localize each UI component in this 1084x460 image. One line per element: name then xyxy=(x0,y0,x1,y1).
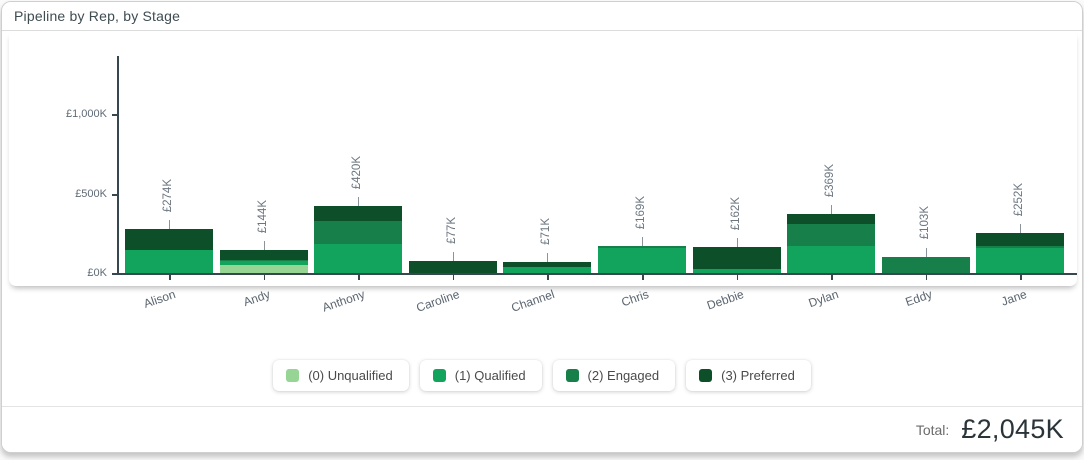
x-axis-label: Anthony xyxy=(320,287,367,315)
legend-label: (1) Qualified xyxy=(454,368,526,383)
bar-segment[interactable] xyxy=(314,243,403,273)
bar-segment[interactable] xyxy=(219,265,308,273)
bar-segment[interactable] xyxy=(408,260,497,273)
bar-segment[interactable] xyxy=(787,214,876,224)
x-axis-tick-mark xyxy=(547,275,549,280)
x-axis-tick-mark xyxy=(169,275,171,280)
legend: (0) Unqualified (1) Qualified (2) Engaged (… xyxy=(2,360,1082,391)
bar-value-label: £420K xyxy=(351,155,364,190)
legend-label: (3) Preferred xyxy=(721,368,795,383)
bar-value-label: £144K xyxy=(256,199,269,234)
bar-value-connector xyxy=(452,251,454,261)
legend-item[interactable]: (2) Engaged xyxy=(552,360,676,391)
bar-value-connector xyxy=(736,238,738,248)
bar-segment[interactable] xyxy=(314,220,403,244)
bar-value-label: £162K xyxy=(729,196,742,231)
bar-segment[interactable] xyxy=(976,245,1065,249)
bar-segment[interactable] xyxy=(692,247,781,270)
bar-value-label: £103K xyxy=(918,206,931,240)
x-axis-label: Channel xyxy=(509,287,556,315)
x-axis-tick-mark xyxy=(1020,275,1022,280)
bar-value-connector xyxy=(831,205,833,215)
bar-segment[interactable] xyxy=(881,256,970,273)
bar-value-label: £252K xyxy=(1013,182,1026,216)
bar-segment[interactable] xyxy=(314,206,403,221)
y-axis-tick-label: £1,000K xyxy=(66,108,107,120)
legend-label: (0) Unqualified xyxy=(308,368,393,383)
x-axis-tick-mark xyxy=(831,275,833,280)
x-axis-tick-mark xyxy=(925,275,928,280)
total-label: Total: xyxy=(915,421,950,438)
plot-area: £0K £500K £1,000K £274K Alison £144K Andy £420K… xyxy=(9,32,1077,315)
legend-swatch xyxy=(286,369,300,382)
legend-item[interactable]: (1) Qualified xyxy=(419,360,542,391)
y-axis-tick-label: £0K xyxy=(87,267,107,279)
bar-value-connector xyxy=(547,252,549,262)
chart-title: Pipeline by Rep, by Stage xyxy=(14,8,181,24)
legend-item[interactable]: (0) Unqualified xyxy=(273,360,409,391)
x-axis-label: Alison xyxy=(142,287,178,311)
bar-segment[interactable] xyxy=(598,246,686,249)
total-value: £2,045K xyxy=(961,414,1064,444)
bar-segment[interactable] xyxy=(976,232,1065,246)
x-axis-label: Jane xyxy=(999,287,1029,309)
bar-value-connector xyxy=(358,197,360,207)
bar-segment[interactable] xyxy=(219,261,308,266)
y-axis-tick-label: £500K xyxy=(75,187,107,200)
bar-segment[interactable] xyxy=(598,248,686,273)
x-axis-label: Caroline xyxy=(414,287,462,315)
x-axis-tick-mark xyxy=(452,275,455,280)
y-axis-tick-mark xyxy=(112,114,117,116)
bar-segment[interactable] xyxy=(219,250,308,261)
bar-value-connector xyxy=(925,247,927,257)
bar-value-label: £169K xyxy=(635,195,647,230)
bar-segment[interactable] xyxy=(787,245,876,273)
bar-segment[interactable] xyxy=(125,229,213,250)
x-axis xyxy=(117,273,1077,275)
bar-value-connector xyxy=(263,241,265,251)
x-axis-label: Chris xyxy=(619,287,651,310)
x-axis-label: Andy xyxy=(241,287,273,310)
bar-segment[interactable] xyxy=(503,266,592,273)
x-axis-label: Eddy xyxy=(903,287,935,310)
x-axis-label: Debbie xyxy=(704,287,746,313)
y-axis xyxy=(117,56,119,275)
bar-segment[interactable] xyxy=(787,223,876,246)
x-axis-tick-mark xyxy=(358,275,360,280)
bar-segment[interactable] xyxy=(125,249,213,273)
bar-value-label: £369K xyxy=(824,164,837,198)
legend-swatch xyxy=(565,369,579,382)
x-axis-tick-mark xyxy=(263,275,266,280)
total-bar: Total: £2,045K xyxy=(2,406,1082,452)
bar-value-connector xyxy=(1020,223,1022,233)
card-header: Pipeline by Rep, by Stage xyxy=(2,2,1082,31)
legend-swatch xyxy=(432,369,446,382)
bar-value-connector xyxy=(642,237,643,247)
x-axis-tick-mark xyxy=(736,275,739,280)
x-axis-label: Dylan xyxy=(806,287,840,311)
bar-segment[interactable] xyxy=(976,248,1065,273)
y-axis-tick-mark xyxy=(112,273,117,275)
bar-value-label: £274K xyxy=(162,179,174,213)
x-axis-tick-mark xyxy=(642,275,644,280)
y-axis-tick-mark xyxy=(112,193,117,196)
legend-label: (2) Engaged xyxy=(587,368,660,383)
bar-segment[interactable] xyxy=(503,261,592,267)
legend-swatch xyxy=(699,369,713,382)
bar-value-label: £71K xyxy=(540,217,553,245)
bar-value-label: £77K xyxy=(445,216,458,244)
bar-value-connector xyxy=(169,220,170,230)
legend-item[interactable]: (3) Preferred xyxy=(686,360,811,391)
chart-panel: £0K £500K £1,000K £274K Alison £144K Andy £420K… xyxy=(9,32,1077,315)
bar-segment[interactable] xyxy=(692,269,781,273)
bar-segment[interactable] xyxy=(219,260,308,262)
